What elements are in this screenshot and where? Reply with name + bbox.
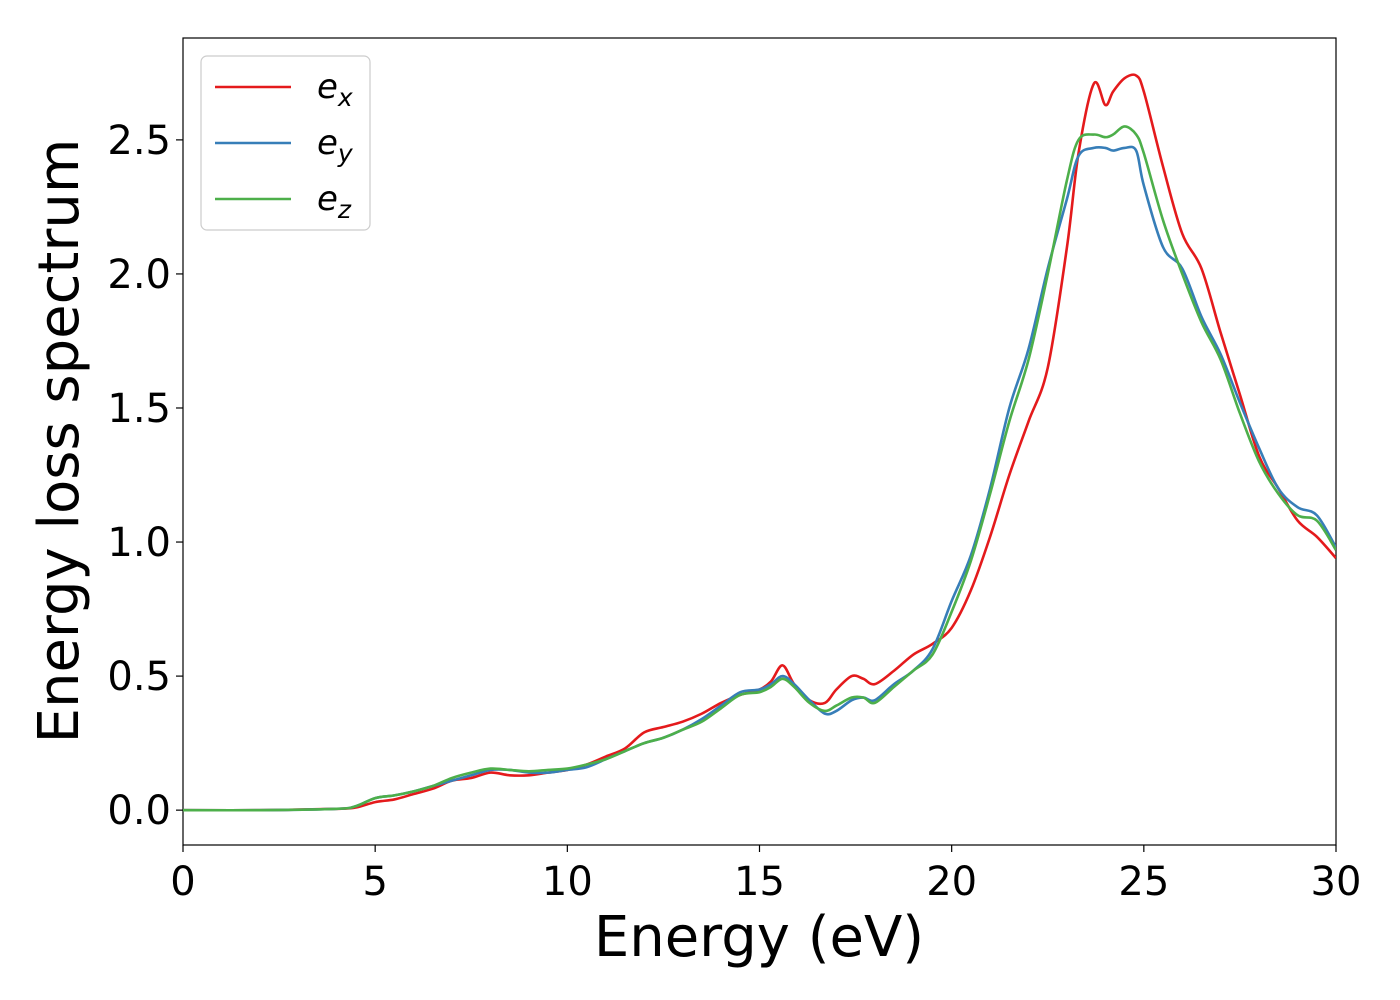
series-line-e-z <box>183 125 1336 812</box>
legend-label: ez <box>317 179 352 224</box>
x-tick-label: 0 <box>170 859 195 905</box>
y-tick-label: 1.0 <box>107 520 171 566</box>
y-tick-label: 2.5 <box>107 118 171 164</box>
y-tick-label: 0.0 <box>107 788 171 834</box>
x-tick-label: 30 <box>1311 859 1362 905</box>
y-axis-title: Energy loss spectrum <box>27 139 92 744</box>
series-line-e-x <box>183 73 1336 812</box>
x-tick-label: 20 <box>926 859 977 905</box>
legend-label: ex <box>317 67 353 112</box>
y-tick-label: 2.0 <box>107 252 171 298</box>
x-axis: 0 5 10 15 20 25 30 <box>170 845 1361 905</box>
y-tick-label: 0.5 <box>107 654 171 700</box>
x-tick-label: 5 <box>362 859 387 905</box>
legend: ex ey ez <box>200 55 371 231</box>
legend-label: ey <box>317 123 354 168</box>
series-layer <box>183 73 1336 812</box>
series-line-e-y <box>183 145 1336 812</box>
x-tick-label: 25 <box>1118 859 1169 905</box>
x-tick-label: 15 <box>734 859 785 905</box>
x-tick-label: 10 <box>542 859 593 905</box>
y-tick-label: 1.5 <box>107 386 171 432</box>
x-axis-title: Energy (eV) <box>594 905 924 970</box>
y-axis: 0.0 0.5 1.0 1.5 2.0 2.5 <box>107 118 183 834</box>
